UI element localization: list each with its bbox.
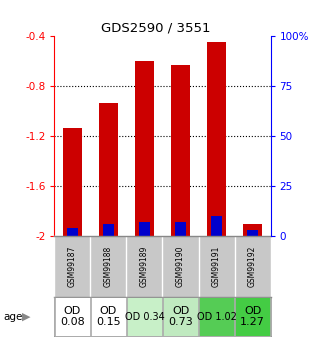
Bar [103,224,114,236]
Bar [199,297,234,336]
Bar [139,222,150,236]
Text: OD 0.34: OD 0.34 [125,312,164,322]
Bar [171,65,190,236]
Bar [235,297,270,336]
Text: age: age [3,312,22,322]
Bar [211,216,222,236]
Text: GSM99189: GSM99189 [140,246,149,287]
Bar [63,128,82,236]
Text: OD
0.08: OD 0.08 [60,306,85,327]
Text: GSM99187: GSM99187 [68,246,77,287]
Text: ▶: ▶ [22,312,31,322]
Bar [99,102,118,236]
Bar [247,230,258,236]
Text: OD
1.27: OD 1.27 [240,306,265,327]
Bar [207,42,226,236]
Bar [175,222,186,236]
Text: OD
0.15: OD 0.15 [96,306,121,327]
Bar [55,297,90,336]
Bar [163,297,198,336]
Text: OD
0.73: OD 0.73 [168,306,193,327]
Bar [67,228,78,236]
Text: GSM99191: GSM99191 [212,246,221,287]
Text: GSM99190: GSM99190 [176,246,185,287]
Text: OD 1.02: OD 1.02 [197,312,236,322]
Bar [91,297,126,336]
Text: GSM99192: GSM99192 [248,246,257,287]
Bar [127,297,162,336]
Bar [243,224,262,236]
Text: GDS2590 / 3551: GDS2590 / 3551 [101,21,210,34]
Bar [135,61,154,236]
Text: GSM99188: GSM99188 [104,246,113,287]
